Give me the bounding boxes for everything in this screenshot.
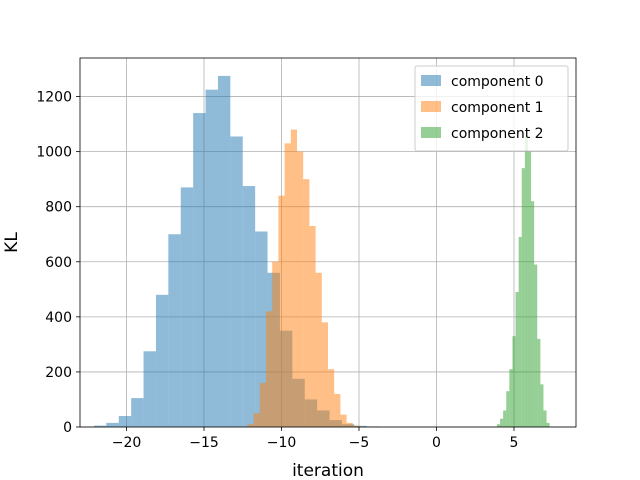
histogram-bar [321,322,328,427]
y-tick-label: 1000 [36,145,72,161]
histogram-bar [352,425,359,427]
histogram-bar [272,261,279,427]
legend: component 0 component 1 component 2 [414,65,569,152]
histogram-bar [242,186,256,427]
histogram-bar [278,195,285,427]
x-tick-label: −15 [189,435,219,451]
histogram-bar [515,292,519,427]
y-tick-label: 1200 [36,90,72,106]
histogram-bar [106,422,119,427]
y-tick-label: 400 [45,310,72,326]
y-tick-label: 600 [45,255,72,271]
histogram-bar [309,225,316,427]
x-tick-label: −5 [349,435,370,451]
histogram-bar [543,410,547,427]
legend-swatch [421,75,441,86]
histogram-bar [93,425,107,427]
x-tick-label: −10 [267,435,297,451]
histogram-bar [527,151,532,427]
y-tick-label: 200 [45,365,72,381]
histogram-bar [521,168,525,428]
plot-frame [79,57,577,428]
histogram-bar [255,231,268,427]
histogram-bar [328,369,335,427]
histogram-bar [217,75,231,427]
histogram-bar [518,236,522,427]
histogram-bar [340,414,347,427]
histogram-bar [297,151,304,427]
histogram-bar [354,425,367,427]
histogram-bar [143,351,156,427]
histogram-bar [537,338,541,427]
x-tick-label: 5 [510,435,519,451]
y-tick-label: 800 [45,200,72,216]
histogram-bar [546,422,550,427]
histogram-bar [524,135,528,427]
histogram-bar [247,424,254,427]
series-2 [496,135,550,428]
legend-swatch [421,127,441,138]
legend-box [414,65,569,152]
histogram-bar [193,113,206,428]
legend-label: component 0 [451,74,544,90]
histogram-bar [259,382,266,427]
histogram-bar [346,422,353,427]
histogram-bar [284,143,291,428]
legend-swatch [421,101,441,112]
y-tick-label: 0 [63,420,72,436]
histogram-bar [131,398,144,427]
x-axis-title: iteration [292,461,364,480]
histogram-bar [266,311,273,427]
x-tick-label: 0 [432,435,441,451]
histogram-bar [155,294,169,427]
histogram-bar [230,136,243,428]
y-axis-title: KL [2,232,22,253]
histogram-bar [168,234,181,427]
histogram-bar [540,384,544,427]
histogram-bar [290,129,297,427]
histogram-bar [503,410,507,427]
histogram-bar [315,272,322,427]
histogram-bar [512,336,516,427]
histogram-bar [180,187,194,427]
histogram-bar [334,393,341,427]
histogram-bars [93,75,550,428]
histogram-bar [253,413,260,427]
histogram-bar [531,201,535,427]
histogram-bar [303,179,310,427]
histogram-bar [118,415,132,427]
series-1 [247,129,359,428]
histogram-bar [496,424,501,427]
histogram-bar [500,418,504,427]
legend-label: component 2 [451,126,544,142]
histogram-bar [534,264,538,427]
legend-label: component 1 [451,100,544,116]
histogram-bar [205,89,218,427]
x-tick-label: −20 [112,435,142,451]
axis-ticks: −20 −15 −10 −5 0 5 0 200 400 600 800 1000 1200 [36,90,518,451]
histogram-bar [506,391,510,427]
histogram-bar [509,369,513,427]
